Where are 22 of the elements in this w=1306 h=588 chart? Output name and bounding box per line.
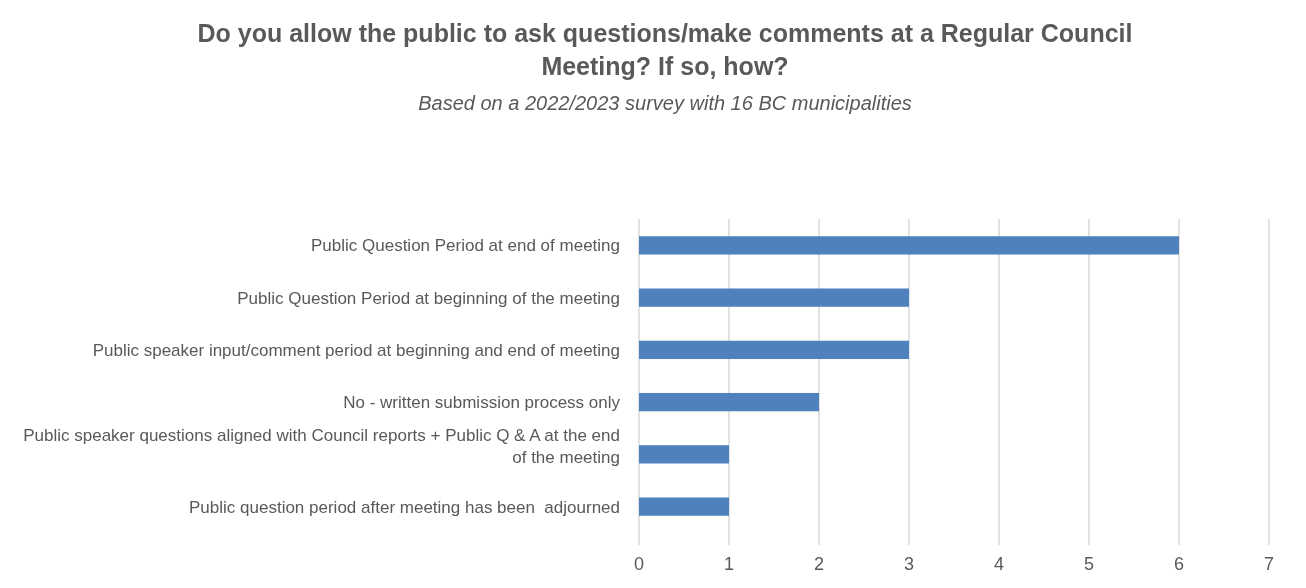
y-tick-label: No - written submission process only — [343, 393, 621, 413]
bar — [639, 236, 1179, 255]
bar — [639, 445, 729, 464]
x-tick-label: 6 — [1173, 554, 1185, 574]
y-tick-label: Public Question Period at end of meeting — [310, 236, 620, 256]
x-tick-label: 7 — [1263, 554, 1275, 574]
y-tick-label: Public speaker questions aligned with Council reports + Public Q & A at the end of the meeting — [23, 426, 620, 468]
x-tick-label: 1 — [723, 554, 735, 574]
x-tick-label: 2 — [813, 554, 825, 574]
bar — [639, 497, 729, 516]
x-tick-label: 4 — [993, 554, 1005, 574]
bar — [639, 288, 909, 307]
bar — [639, 392, 819, 412]
x-tick-label: 5 — [1083, 554, 1095, 574]
chart-title: Do you allow the public to ask questions/make comments at a Regular Council Meeting? If so, how? — [197, 19, 1133, 80]
x-tick-label: 3 — [903, 554, 915, 574]
y-tick-label: Public Question Period at beginning of the meeting — [237, 288, 620, 308]
x-tick-label: 0 — [633, 554, 645, 574]
bar — [639, 340, 909, 360]
y-tick-label: Public speaker input/comment period at beginning and end of meeting — [92, 340, 620, 360]
y-tick-label: Public question period after meeting has been adjourned — [189, 497, 620, 517]
chart-subtitle: Based on a 2022/2023 survey with 16 BC municipalities — [418, 92, 912, 114]
